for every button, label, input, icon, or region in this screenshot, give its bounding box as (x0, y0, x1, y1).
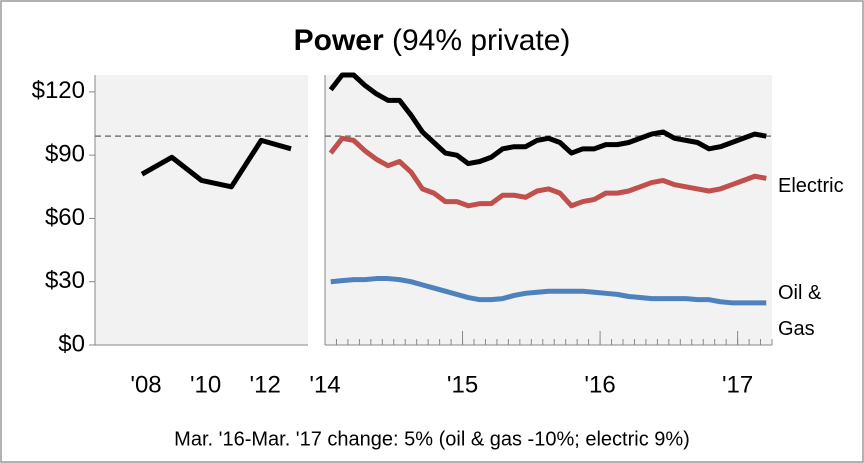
x-tick-label: '14 (309, 371, 340, 398)
panel-left (95, 75, 308, 345)
y-tick-label: $0 (58, 330, 85, 357)
title-main: Power (294, 24, 384, 57)
x-tick-label: '15 (447, 371, 478, 398)
x-tick-label: '12 (250, 371, 281, 398)
x-tick-label: '08 (130, 371, 161, 398)
y-tick-label: $90 (45, 141, 85, 168)
title-note: (94% private) (392, 24, 570, 57)
series-label: Oil & Gas (778, 281, 822, 340)
series-line (328, 72, 767, 167)
y-tick-label: $60 (45, 204, 85, 231)
panel-right (325, 75, 772, 345)
chart-title: Power (94% private) (294, 24, 571, 57)
x-tick-label: '16 (584, 371, 615, 398)
line-annual (140, 137, 292, 190)
y-tick-label: $120 (32, 77, 85, 104)
series-label: Electric (778, 175, 844, 198)
series-line (328, 135, 767, 209)
y-tick-label: $30 (45, 267, 85, 294)
footnote: Mar. '16-Mar. '17 change: 5% (oil & gas … (174, 428, 690, 450)
x-tick-label: '10 (190, 371, 221, 398)
x-tick-label: '17 (722, 371, 753, 398)
series-line (330, 276, 767, 306)
